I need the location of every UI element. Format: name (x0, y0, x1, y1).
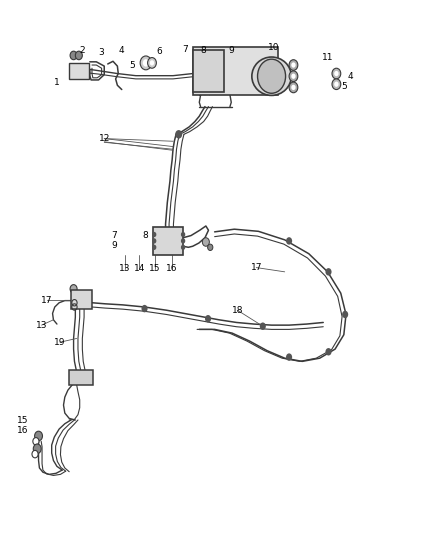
Circle shape (143, 59, 149, 67)
Text: 3: 3 (98, 48, 104, 56)
Circle shape (141, 305, 148, 312)
Circle shape (286, 237, 292, 245)
Text: 8: 8 (142, 231, 148, 240)
Circle shape (325, 268, 332, 276)
Circle shape (325, 348, 332, 356)
Text: 5: 5 (129, 61, 135, 69)
Bar (69, 370, 93, 385)
Bar (193, 47, 278, 95)
Text: 9: 9 (111, 241, 117, 249)
Bar (193, 50, 224, 92)
Text: 10: 10 (268, 44, 279, 52)
Circle shape (205, 315, 211, 322)
Circle shape (75, 51, 82, 60)
Circle shape (152, 232, 156, 237)
Bar (69, 63, 89, 79)
Text: 13: 13 (119, 264, 131, 273)
Text: 18: 18 (232, 306, 243, 314)
Text: 2: 2 (80, 46, 85, 54)
Circle shape (289, 82, 298, 93)
Circle shape (35, 431, 42, 441)
Circle shape (291, 85, 296, 90)
Circle shape (33, 438, 39, 445)
Circle shape (152, 245, 156, 250)
Text: 7: 7 (111, 231, 117, 240)
Bar (153, 227, 183, 255)
Circle shape (181, 245, 185, 250)
Bar (71, 290, 92, 309)
Circle shape (33, 444, 41, 454)
Text: 1: 1 (54, 78, 60, 87)
Circle shape (334, 71, 339, 76)
Circle shape (202, 238, 209, 246)
Text: 6: 6 (156, 47, 162, 55)
Circle shape (332, 79, 341, 90)
Text: 4: 4 (119, 46, 124, 54)
Circle shape (148, 58, 156, 68)
Text: 17: 17 (41, 296, 53, 304)
Text: 5: 5 (341, 82, 347, 91)
Text: 16: 16 (166, 264, 177, 273)
Circle shape (289, 71, 298, 82)
Text: 11: 11 (322, 53, 333, 61)
Circle shape (291, 62, 296, 68)
Circle shape (150, 60, 154, 66)
Circle shape (286, 353, 292, 361)
Circle shape (258, 59, 286, 93)
Text: 4: 4 (348, 72, 353, 81)
Circle shape (70, 51, 77, 60)
Text: 19: 19 (54, 338, 66, 346)
Text: 14: 14 (134, 264, 145, 273)
Text: 16: 16 (17, 426, 28, 434)
Circle shape (181, 232, 185, 237)
Text: 12: 12 (99, 134, 110, 143)
Circle shape (175, 130, 182, 139)
Circle shape (70, 285, 77, 293)
Circle shape (32, 450, 38, 458)
Text: 9: 9 (228, 46, 234, 54)
Circle shape (152, 238, 156, 244)
Circle shape (342, 311, 348, 318)
Circle shape (289, 60, 298, 70)
Circle shape (334, 82, 339, 87)
Circle shape (332, 68, 341, 79)
Circle shape (260, 322, 266, 330)
Ellipse shape (252, 57, 291, 95)
Circle shape (181, 238, 185, 244)
Circle shape (140, 56, 152, 70)
Circle shape (208, 244, 213, 251)
Text: 15: 15 (17, 416, 28, 424)
Circle shape (291, 74, 296, 79)
Text: 15: 15 (149, 264, 161, 273)
Text: 7: 7 (182, 45, 188, 53)
Text: 17: 17 (251, 263, 262, 272)
Text: 8: 8 (201, 46, 207, 54)
Text: 13: 13 (36, 321, 47, 329)
